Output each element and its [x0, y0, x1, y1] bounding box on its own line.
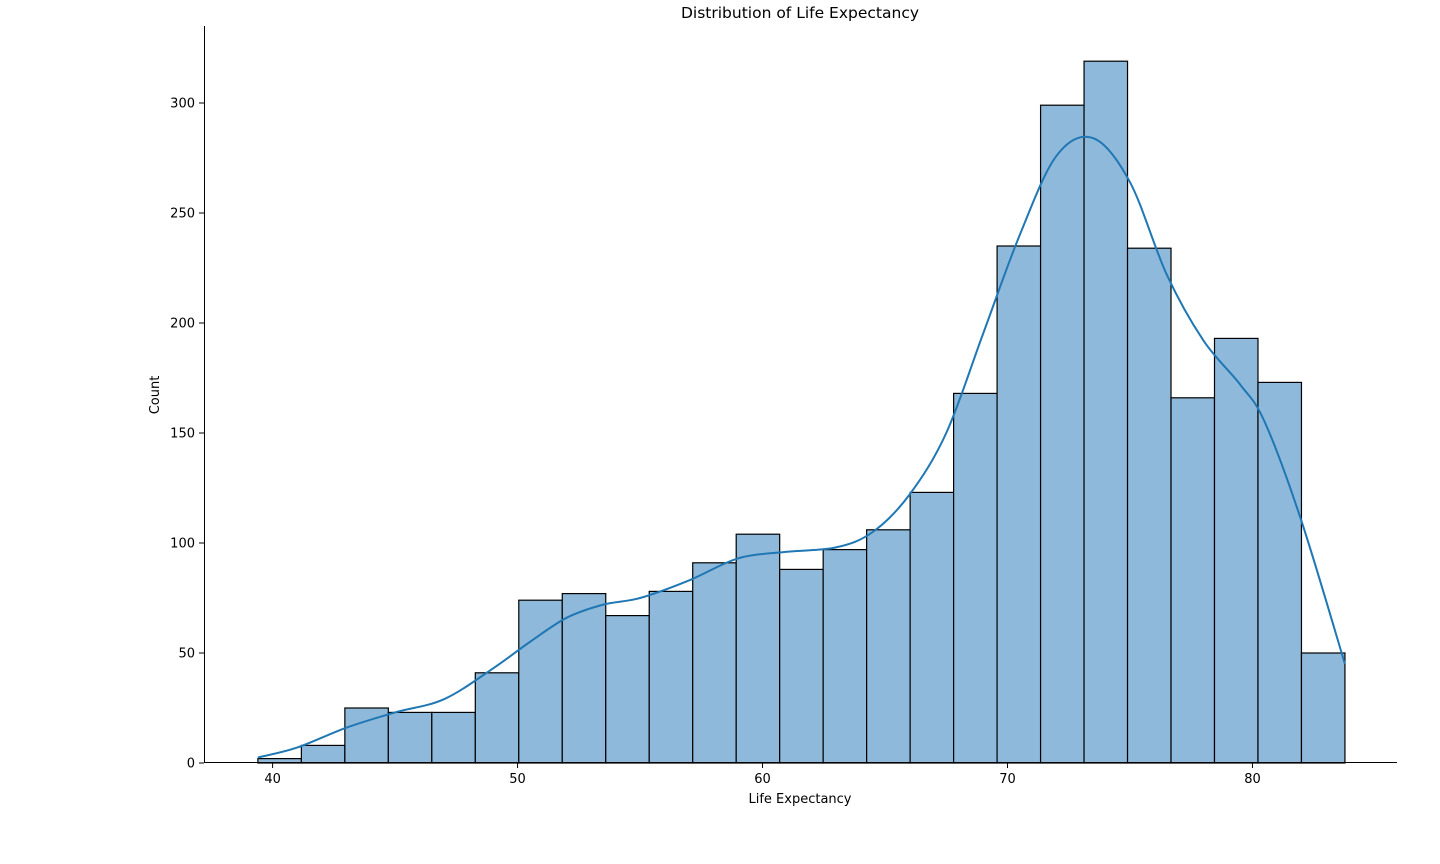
- histogram-bar: [866, 529, 911, 764]
- histogram-bar: [909, 491, 955, 764]
- histogram-bar: [1126, 247, 1172, 764]
- y-tick-label: 200: [170, 317, 195, 332]
- histogram-bar: [996, 245, 1042, 764]
- histogram-bar: [474, 672, 520, 764]
- chart-title: Distribution of Life Expectancy: [681, 4, 919, 22]
- histogram-bar: [953, 392, 998, 764]
- histogram-bar: [692, 562, 737, 764]
- y-tick-label: 100: [170, 537, 195, 552]
- y-tick-label: 150: [170, 427, 195, 442]
- histogram-bars: [257, 60, 1346, 764]
- x-tick-label: 70: [999, 772, 1016, 787]
- histogram-bar: [1300, 652, 1346, 764]
- histogram-bar: [822, 548, 868, 764]
- y-axis-ticks: 0 50 100 150 200 250 300: [170, 97, 204, 772]
- histogram-bar: [735, 533, 781, 764]
- histogram-bar: [431, 711, 476, 764]
- y-axis-label: Count: [148, 376, 163, 415]
- histogram-bar: [300, 744, 346, 764]
- histogram-bar: [648, 590, 694, 764]
- histogram-bar: [1213, 337, 1259, 764]
- y-tick-label: 300: [170, 97, 195, 112]
- y-tick-label: 250: [170, 207, 195, 222]
- x-tick-label: 60: [754, 772, 771, 787]
- y-tick-label: 50: [178, 647, 195, 662]
- histogram-bar: [779, 568, 824, 764]
- x-tick-label: 40: [264, 772, 281, 787]
- x-tick-label: 50: [509, 772, 526, 787]
- x-axis-ticks: 40 50 60 70 80: [264, 763, 1261, 787]
- y-tick-label: 0: [187, 757, 195, 772]
- x-axis-label: Life Expectancy: [748, 792, 851, 807]
- histogram-bar: [561, 592, 607, 764]
- x-tick-label: 80: [1244, 772, 1261, 787]
- histogram-bar: [1170, 397, 1216, 764]
- histogram-bar: [387, 711, 433, 764]
- kde-curve: [257, 135, 1346, 759]
- histogram-bar: [1257, 381, 1303, 764]
- histogram-bar: [605, 614, 650, 764]
- histogram-bar: [1039, 104, 1085, 764]
